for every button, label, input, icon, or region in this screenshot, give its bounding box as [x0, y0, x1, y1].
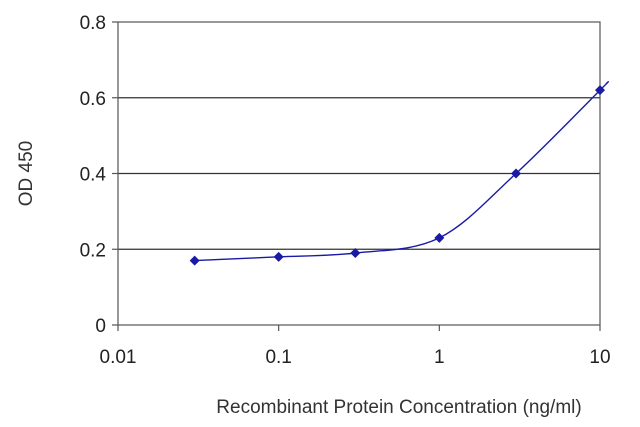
series-line [194, 81, 609, 262]
series-layer [189, 81, 609, 266]
y-tick-label: 0.4 [80, 165, 107, 186]
y-tick-label: 0.2 [80, 240, 106, 261]
y-tick-label: 0.6 [80, 89, 106, 110]
x-tick-label: 10 [589, 347, 610, 368]
data-point [595, 85, 605, 96]
y-tick-label: 0.8 [80, 13, 106, 34]
grid-lines [118, 97, 600, 250]
y-axis-title: OD 450 [16, 141, 37, 206]
data-point [273, 251, 284, 262]
y-tick-label: 0 [95, 316, 106, 337]
data-point [350, 248, 361, 259]
x-tick-label: 1 [434, 347, 445, 368]
y-axis: 0 0.2 0.4 0.6 0.8 [80, 13, 118, 337]
x-axis-title: Recombinant Protein Concentration (ng/ml… [216, 397, 581, 418]
x-axis: 0.01 0.1 1 10 [100, 325, 611, 368]
x-tick-label: 0.1 [265, 347, 291, 368]
data-point [434, 232, 445, 243]
data-point [510, 168, 521, 179]
data-point [189, 255, 200, 266]
x-tick-label: 0.01 [100, 347, 137, 368]
